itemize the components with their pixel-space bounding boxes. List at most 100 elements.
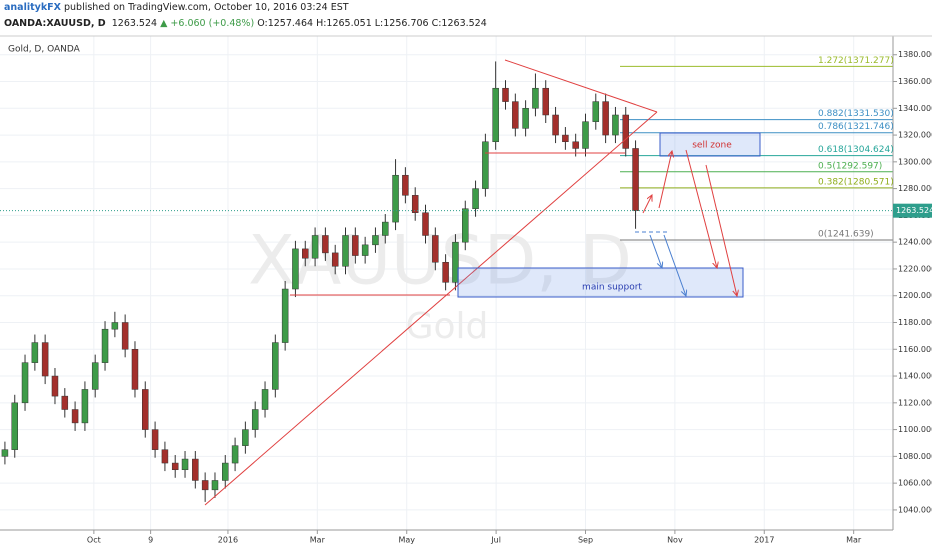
arrow [649, 234, 662, 268]
y-tick-label: 1340.000 [898, 104, 932, 113]
candle-body [302, 248, 309, 259]
x-tick-label: Mar [846, 536, 862, 545]
candle-body [462, 208, 469, 243]
x-tick-label: Nov [667, 536, 683, 545]
candle-body [422, 212, 429, 236]
x-tick-label: Mar [310, 536, 326, 545]
fib-label: 0.5(1292.597) [818, 161, 882, 171]
candle-body [51, 375, 59, 397]
candle-body [101, 328, 109, 363]
watermark: XAUUSD, D [248, 222, 632, 301]
y-tick-label: 1160.000 [898, 345, 932, 354]
candle-body [281, 288, 289, 343]
x-tick-label: 2016 [218, 536, 238, 545]
published: published on TradingView.com, October 10… [60, 2, 349, 13]
chart-title: Gold, D, OANDA [8, 45, 81, 55]
candle-body [261, 389, 269, 410]
candle-body [121, 322, 129, 350]
y-tick-label: 1080.000 [898, 452, 932, 461]
candle-body [382, 221, 389, 236]
candle-body [502, 87, 509, 102]
candle-body [131, 349, 139, 390]
candle-body [482, 141, 489, 189]
annotation: sell zone [692, 141, 732, 151]
candle-body [251, 409, 259, 430]
candle-body [522, 108, 529, 129]
y-tick-label: 1180.000 [898, 318, 932, 327]
arrow [658, 151, 672, 209]
y-tick-label: 1240.000 [898, 238, 932, 247]
y-tick-label: 1220.000 [898, 264, 932, 273]
watermark-sub: Gold [406, 306, 489, 347]
x-tick-label: 2017 [754, 536, 774, 545]
candle-body [472, 188, 479, 209]
y-tick-label: 1040.000 [898, 505, 932, 514]
trend-line [204, 111, 658, 506]
x-tick-label: Jul [490, 536, 501, 545]
candle-body [592, 101, 600, 122]
y-tick-label: 1300.000 [898, 157, 932, 166]
y-tick-label: 1060.000 [898, 479, 932, 488]
candle-body [322, 235, 329, 254]
marks [1, 61, 893, 502]
x-tick-label: 9 [148, 536, 153, 545]
candle-body [512, 101, 519, 129]
last-price-label: 1263.524 [896, 206, 932, 215]
candle-body [61, 395, 69, 410]
candle-body [201, 480, 209, 491]
candle-body [161, 449, 169, 464]
fib-label: 0.618(1304.624) [818, 145, 894, 155]
y-tick-label: 1200.000 [898, 291, 932, 300]
candle-body [602, 101, 609, 136]
candle-body [171, 462, 179, 471]
candle-body [411, 195, 419, 213]
candle-body [552, 114, 559, 136]
candle-body [612, 114, 619, 136]
x-tick-label: May [398, 536, 415, 545]
candle-body [311, 235, 319, 259]
candle-body [632, 148, 639, 211]
candle-body [372, 235, 379, 246]
candle-body [81, 389, 89, 424]
y-tick-label: 1380.000 [898, 50, 932, 59]
candle-body [211, 480, 219, 491]
y-tick-label: 1120.000 [898, 398, 932, 407]
y-tick-label: 1320.000 [898, 131, 932, 140]
candle-body [432, 235, 439, 263]
arrow [685, 149, 717, 268]
candle-body [442, 261, 449, 283]
arrow [705, 164, 737, 296]
candle-body [181, 458, 189, 471]
candle-body [111, 322, 119, 330]
fib-label: 0(1241.639) [818, 229, 874, 239]
trend-line [504, 59, 658, 113]
ohlc: O:1257.464 H:1265.051 L:1256.706 C:1263.… [257, 18, 487, 29]
drawings [204, 59, 761, 506]
x-tick-label: Oct [87, 536, 101, 545]
header-line: analitykFX published on TradingView.com,… [4, 2, 349, 13]
candle-body [352, 235, 359, 256]
fib-label: 0.882(1331.530) [818, 109, 894, 119]
symbol: OANDA:XAUUSD, D [4, 18, 106, 29]
y-tick-label: 1280.000 [898, 184, 932, 193]
candle-body [1, 449, 9, 457]
symbol-line: OANDA:XAUUSD, D 1263.524 ▲ +6.060 (+0.48… [4, 18, 487, 29]
candle-body [492, 87, 499, 143]
sell-zone-box [659, 132, 761, 157]
grid [0, 36, 893, 530]
x-tick-label: Sep [578, 536, 593, 545]
candle-body [452, 241, 459, 283]
candle-body [532, 87, 539, 109]
candle-body [562, 134, 569, 143]
candle-body [542, 87, 549, 116]
fib-label: 1.272(1371.277) [818, 56, 894, 66]
candle-body [31, 342, 39, 363]
last-price-box [893, 203, 932, 218]
author[interactable]: analitykFX [4, 2, 61, 13]
change: ▲ +6.060 (+0.48%) [160, 18, 255, 29]
candle-body [572, 141, 579, 149]
support-box [457, 267, 744, 298]
candle-body [21, 362, 29, 404]
